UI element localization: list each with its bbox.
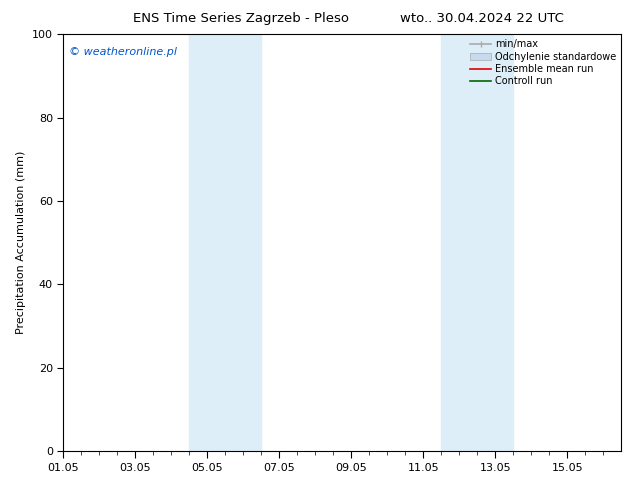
Legend: min/max, Odchylenie standardowe, Ensemble mean run, Controll run: min/max, Odchylenie standardowe, Ensembl… xyxy=(468,37,618,88)
Text: wto.. 30.04.2024 22 UTC: wto.. 30.04.2024 22 UTC xyxy=(400,12,564,25)
Text: ENS Time Series Zagrzeb - Pleso: ENS Time Series Zagrzeb - Pleso xyxy=(133,12,349,25)
Bar xyxy=(190,34,261,451)
Bar xyxy=(441,34,514,451)
Text: © weatheronline.pl: © weatheronline.pl xyxy=(69,47,177,57)
Y-axis label: Precipitation Accumulation (mm): Precipitation Accumulation (mm) xyxy=(16,151,27,334)
